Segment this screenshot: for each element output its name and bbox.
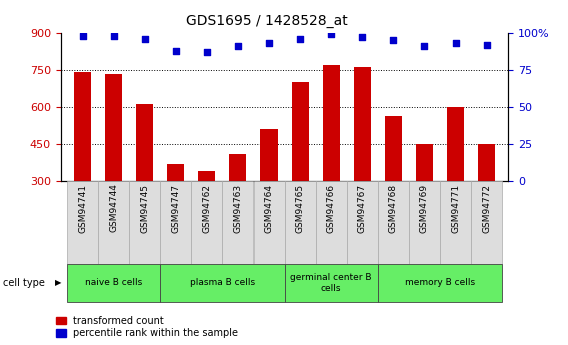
Point	[233, 43, 243, 49]
Text: GSM94744: GSM94744	[109, 184, 118, 233]
Point	[482, 42, 491, 47]
Point	[202, 49, 211, 55]
Text: memory B cells: memory B cells	[405, 278, 475, 287]
FancyBboxPatch shape	[67, 181, 98, 264]
Bar	[198, 171, 215, 181]
FancyBboxPatch shape	[378, 181, 409, 264]
Bar	[447, 107, 464, 181]
Point	[265, 40, 274, 46]
FancyBboxPatch shape	[223, 181, 253, 264]
Point	[109, 33, 118, 39]
FancyBboxPatch shape	[67, 264, 160, 302]
Text: GSM94747: GSM94747	[172, 184, 180, 233]
Point	[389, 37, 398, 43]
FancyBboxPatch shape	[346, 181, 378, 264]
FancyBboxPatch shape	[471, 181, 502, 264]
Point	[451, 40, 460, 46]
Text: cell type: cell type	[3, 278, 45, 288]
Text: GDS1695 / 1428528_at: GDS1695 / 1428528_at	[186, 14, 348, 28]
Text: GSM94768: GSM94768	[389, 184, 398, 233]
FancyBboxPatch shape	[253, 181, 285, 264]
Text: germinal center B
cells: germinal center B cells	[290, 273, 372, 293]
Point	[295, 36, 304, 41]
Bar	[167, 164, 185, 181]
FancyBboxPatch shape	[160, 264, 285, 302]
FancyBboxPatch shape	[440, 181, 471, 264]
Bar	[385, 116, 402, 181]
Text: GSM94764: GSM94764	[265, 184, 274, 233]
Point	[171, 48, 180, 53]
Bar	[416, 144, 433, 181]
Text: GSM94762: GSM94762	[202, 184, 211, 233]
Text: GSM94741: GSM94741	[78, 184, 87, 233]
FancyBboxPatch shape	[285, 181, 316, 264]
Bar	[229, 154, 247, 181]
Text: GSM94769: GSM94769	[420, 184, 429, 233]
Bar	[323, 65, 340, 181]
Point	[358, 34, 367, 40]
FancyBboxPatch shape	[98, 181, 129, 264]
Bar	[354, 67, 371, 181]
Point	[140, 36, 149, 41]
Bar	[105, 73, 122, 181]
Bar	[261, 129, 278, 181]
Text: ▶: ▶	[55, 278, 61, 287]
Point	[420, 43, 429, 49]
Bar	[291, 82, 308, 181]
Bar	[74, 72, 91, 181]
FancyBboxPatch shape	[378, 264, 502, 302]
FancyBboxPatch shape	[316, 181, 346, 264]
Point	[327, 31, 336, 37]
Text: GSM94763: GSM94763	[233, 184, 243, 233]
Text: GSM94767: GSM94767	[358, 184, 367, 233]
Legend: transformed count, percentile rank within the sample: transformed count, percentile rank withi…	[56, 316, 239, 338]
Bar	[478, 144, 495, 181]
Text: plasma B cells: plasma B cells	[190, 278, 255, 287]
Text: GSM94772: GSM94772	[482, 184, 491, 233]
FancyBboxPatch shape	[409, 181, 440, 264]
Text: GSM94765: GSM94765	[295, 184, 304, 233]
Text: GSM94766: GSM94766	[327, 184, 336, 233]
FancyBboxPatch shape	[160, 181, 191, 264]
FancyBboxPatch shape	[285, 264, 378, 302]
Point	[78, 33, 87, 39]
Text: GSM94745: GSM94745	[140, 184, 149, 233]
Bar	[136, 105, 153, 181]
Text: GSM94771: GSM94771	[451, 184, 460, 233]
FancyBboxPatch shape	[191, 181, 223, 264]
FancyBboxPatch shape	[129, 181, 160, 264]
Text: naive B cells: naive B cells	[85, 278, 142, 287]
